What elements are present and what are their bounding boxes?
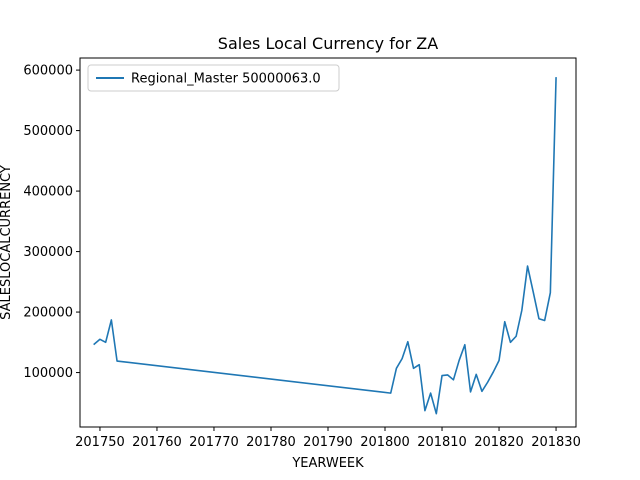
x-tick-label: 201750: [75, 435, 125, 450]
y-tick-label: 300000: [23, 245, 73, 260]
y-tick-label: 200000: [23, 306, 73, 321]
y-axis-label: SALESLOCALCURRENCY: [0, 165, 14, 320]
x-axis-label: YEARWEEK: [291, 456, 364, 471]
x-tick-label: 201820: [474, 435, 524, 450]
x-tick-label: 201810: [417, 435, 467, 450]
x-tick-label: 201770: [189, 435, 239, 450]
legend-box: [87, 64, 340, 92]
y-tick-label: 600000: [23, 64, 73, 79]
chart-title: Sales Local Currency for ZA: [218, 34, 438, 53]
x-tick-label: 201780: [246, 435, 296, 450]
legend: Regional_Master 50000063.0: [87, 64, 340, 92]
y-tick-label: 500000: [23, 124, 73, 139]
legend-label: Regional_Master 50000063.0: [131, 72, 321, 87]
x-tick-label: 201760: [132, 435, 182, 450]
y-axis-ticks: 100000 200000 300000 400000 500000 600000: [23, 64, 80, 381]
series-line-0: [93, 77, 557, 415]
x-tick-label: 201790: [303, 435, 353, 450]
y-tick-label: 400000: [23, 185, 73, 200]
x-tick-label: 201830: [531, 435, 581, 450]
x-axis-ticks: 201750 201760 201770 201780 201790 201800 2018…: [75, 427, 581, 450]
x-tick-label: 201800: [360, 435, 410, 450]
series-layer: [93, 77, 557, 415]
y-tick-label: 100000: [23, 366, 73, 381]
